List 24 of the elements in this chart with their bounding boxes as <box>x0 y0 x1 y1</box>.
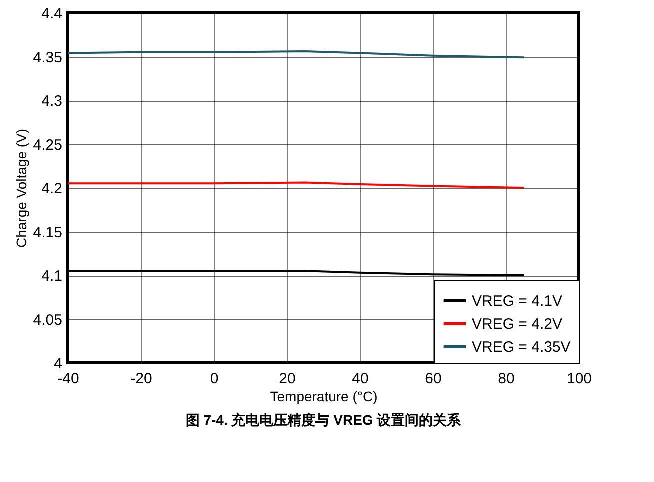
legend-label: VREG = 4.2V <box>472 316 562 333</box>
y-tick-label: 4.35 <box>33 49 62 66</box>
legend-label: VREG = 4.35V <box>472 339 571 356</box>
x-tick-label: 40 <box>352 370 369 388</box>
y-tick-label: 4.1 <box>42 268 62 285</box>
text: 图 7-4. 充电电压精度与 VREG 设置间的关系 <box>186 412 462 428</box>
y-tick-label: 4.4 <box>42 6 62 22</box>
x-tick-label: 20 <box>279 370 296 388</box>
x-axis-title: Temperature (°C) <box>270 388 378 404</box>
line-series <box>68 50 526 59</box>
y-tick-label: 4 <box>54 356 62 372</box>
y-tick-label: 4.25 <box>33 136 62 154</box>
x-tick-label: 80 <box>498 370 515 388</box>
y-tick-label: 4.3 <box>42 93 62 110</box>
legend-label: VREG = 4.1V <box>472 293 562 310</box>
x-tick-label: 0 <box>210 370 219 388</box>
x-tick-label: -20 <box>130 370 152 388</box>
x-tick-label: 100 <box>566 370 592 388</box>
x-tick-label: -40 <box>58 370 80 388</box>
y-tick-label: 4.2 <box>42 180 62 198</box>
y-tick-label: 4.15 <box>33 224 62 242</box>
x-tick-label: 60 <box>425 370 442 388</box>
y-axis-title: Charge Voltage (V) <box>13 128 30 248</box>
y-tick-label: 4.05 <box>33 312 62 329</box>
